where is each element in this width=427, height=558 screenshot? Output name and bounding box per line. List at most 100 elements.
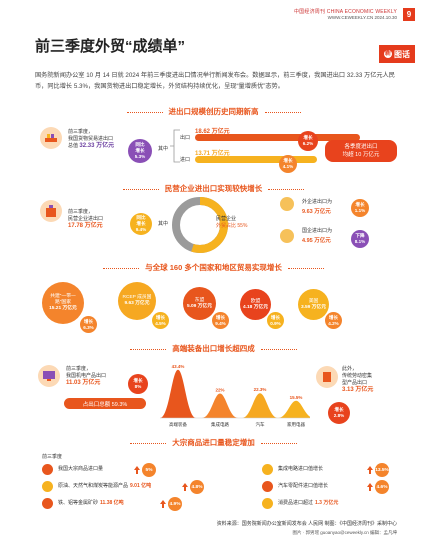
tag-label: 图话 <box>394 49 410 59</box>
category-label-1: 集成电路 <box>211 421 229 428</box>
partner-circle-4: 美国 3.59 万亿元 <box>298 289 329 320</box>
export-growth-badge: 增长 6.2% <box>298 131 318 151</box>
partner-badge-2: 增长 9.4% <box>212 312 229 329</box>
commodity-icon <box>262 481 273 492</box>
foreign-value: 9.63 万亿元 <box>302 209 331 215</box>
partner-badge-4: 增长 4.2% <box>325 312 342 329</box>
commodity-text: 铁、铝等金属矿砂 11.38 亿吨 <box>58 500 124 506</box>
editor-line: 图片 · 郭男瑶 guoanyao@ceweekly.cn 编辑：孟凡坤 <box>292 530 397 535</box>
category-label-2: 汽车 <box>256 421 265 428</box>
source-line: 资料来源：国务院新闻办公室新闻发布会 人民网 制图：《中国经济周刊》采制中心 <box>216 521 397 527</box>
lead-paragraph: 国务院新闻办公室 10 月 14 日就 2024 年前三季度进出口情况举行新闻发… <box>35 72 395 90</box>
commodity-icon <box>42 498 53 509</box>
import-label: 进口 <box>180 157 191 163</box>
value-label-1: 22% <box>215 388 224 393</box>
partner-name: 欧盟 <box>250 298 261 304</box>
export-value: 18.62 万亿元 <box>195 129 230 135</box>
area-peak-2 <box>242 393 278 418</box>
tag-mark: 新 <box>384 50 392 58</box>
commodity-text: 集成电路进口值增长 <box>278 466 324 472</box>
commodity-text: 我国大宗商品进口量 <box>58 466 104 472</box>
commodity-growth-badge: 4.6% <box>367 480 389 494</box>
sec4-left-text: 前三季度， 我国机电产品出口 11.03 万亿元 <box>66 366 107 386</box>
commodity-icon <box>262 464 273 475</box>
publication-name: 中国经济周刊 CHINA ECONOMIC WEEKLY <box>293 9 397 15</box>
export-share-pill: 占出口总额 59.3% <box>64 398 146 409</box>
partner-value: 5.09 万亿元 <box>186 303 213 309</box>
partner-badge-1: 增长 4.5% <box>152 312 169 329</box>
section-heading-2: 民营企业进出口实现较快增长 <box>0 183 427 194</box>
commodity-icon <box>262 498 273 509</box>
area-peak-3 <box>278 400 310 418</box>
foreign-badge: 增长 1.1% <box>351 199 369 217</box>
sec4-right-text: 此外， 传统劳动密集 型产品出口 3.13 万亿元 <box>342 366 374 393</box>
partner-value: 4.18 万亿元 <box>242 304 269 310</box>
machinery-icon <box>38 365 60 387</box>
state-value: 4.95 万亿元 <box>302 238 331 244</box>
commodity-growth-badge: 4.9% <box>160 497 182 511</box>
commodity-icon <box>42 464 53 475</box>
section-heading-5: 大宗商品进口量稳定增加 <box>0 437 427 448</box>
partner-badge-3: 增长 0.9% <box>267 312 284 329</box>
import-value: 13.71 万亿元 <box>195 151 230 157</box>
commodity-growth-badge: 5% <box>134 463 156 477</box>
growth-area-chart: 43.4% 高端装备 22% 集成电路 22.3% 汽车 15.5% 家用电器 <box>160 364 310 428</box>
commodity-growth-badge: 4.8% <box>182 480 204 494</box>
partner-circle-3: 欧盟 4.18 万亿元 <box>240 289 271 320</box>
private-share-donut <box>172 197 228 253</box>
value-label-3: 15.5% <box>290 395 303 400</box>
state-enterprise-icon <box>280 229 294 243</box>
commodity-growth-badge: 13.5% <box>367 463 389 477</box>
sec5-intro: 前三季度 <box>42 454 63 460</box>
foreign-label: 外企进出口为 <box>302 199 333 205</box>
commodity-text: 汽车零配件进口值增长 <box>278 483 329 489</box>
sec2-growth-badge: 同比 增长 9.4% <box>130 213 152 235</box>
import-growth-badge: 增长 4.1% <box>279 155 297 173</box>
textile-icon <box>316 366 338 388</box>
export-bar <box>195 134 361 141</box>
section-tag: 新 图话 <box>379 45 415 63</box>
page-title: 前三季度外贸“成绩单” <box>35 38 186 55</box>
partner-name: 美国 <box>308 298 319 304</box>
partner-value: 15.21 万亿元 <box>49 306 77 311</box>
partner-value: 9.63 万亿元 <box>124 301 150 306</box>
area-peak-1 <box>202 393 238 418</box>
quarterly-pill: 各季度进出口 均超 10 万亿元 <box>325 140 397 162</box>
partner-circle-2: 东盟 5.09 万亿元 <box>183 287 216 320</box>
sec1-left-text: 前三季度， 我国货物贸易进出口 总值 32.33 万亿元 <box>68 129 115 149</box>
state-badge: 下降 8.1% <box>351 230 369 248</box>
sec4-right-badge: 增长 2.8% <box>328 402 350 424</box>
state-label: 国企进出口为 <box>302 228 333 234</box>
sec2-left-text: 前三季度， 民营企业进出口 17.78 万亿元 <box>68 209 104 229</box>
partner-badge-0: 增长 6.3% <box>80 316 97 333</box>
partner-value: 3.59 万亿元 <box>300 304 327 310</box>
foreign-enterprise-icon <box>280 197 294 211</box>
partner-name: 东盟 <box>194 297 205 303</box>
partner-name: RCEP 成员国 <box>122 295 152 300</box>
partner-name: 共建“一带一路”国家 <box>50 294 76 305</box>
commodity-text: 原油、天然气和煤炭等能源产品 9.01 亿吨 <box>58 483 152 489</box>
section-heading-3: 与全球 160 多个国家和地区贸易实现增长 <box>0 262 427 273</box>
export-label: 出口 <box>180 135 191 141</box>
sec1-growth-badge: 同比 增长 5.3% <box>128 139 152 163</box>
sec1-bracket <box>170 129 180 163</box>
sec1-qizhong: 其中 <box>158 146 169 152</box>
site-date: WWW.CEWEEKLY.CN 2024.10.30 <box>327 15 397 20</box>
value-label-0: 43.4% <box>172 364 185 369</box>
area-peak-0 <box>160 369 196 418</box>
import-bar <box>195 156 317 163</box>
partner-circle-1: RCEP 成员国 9.63 万亿元 <box>118 282 156 320</box>
enterprise-icon <box>40 200 62 222</box>
cargo-ship-icon <box>40 127 62 149</box>
commodity-text: 消费品进口超过 1.3 万亿元 <box>278 500 339 506</box>
commodity-icon <box>42 481 53 492</box>
category-label-0: 高端装备 <box>169 421 187 428</box>
private-share-text: 民营企业 外贸占比 55% <box>216 216 248 229</box>
value-label-2: 22.3% <box>254 387 267 392</box>
page-number: 9 <box>403 8 415 21</box>
sec2-qizhong: 其中 <box>158 221 169 227</box>
section-heading-1: 进出口规模创历史同期新高 <box>0 106 427 117</box>
sec4-growth-badge: 增长 8% <box>128 374 148 394</box>
partner-circle-0: 共建“一带一路”国家 15.21 万亿元 <box>42 282 84 324</box>
section-heading-4: 高端装备出口增长超四成 <box>0 343 427 354</box>
